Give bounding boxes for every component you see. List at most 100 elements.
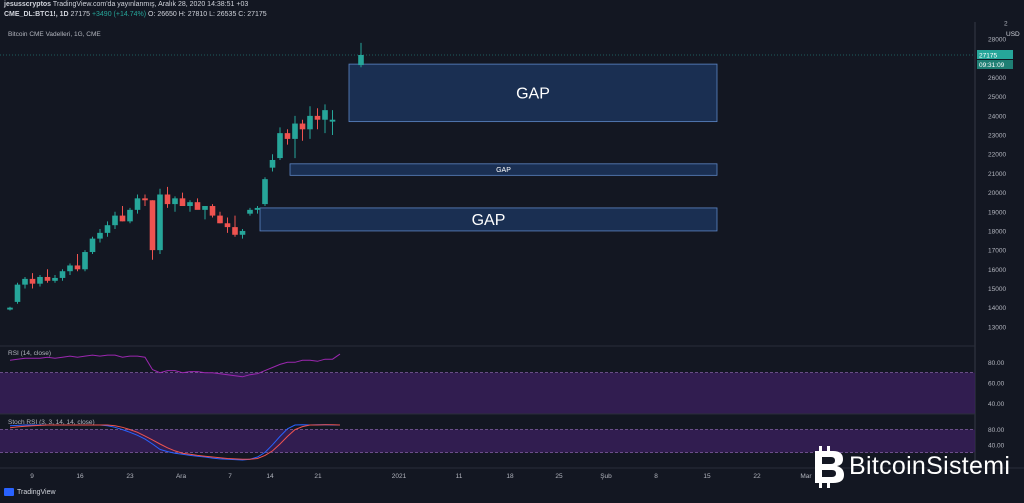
candle: [7, 307, 13, 310]
price-tick-label: 16000: [988, 267, 1006, 274]
tradingview-logo[interactable]: TradingView: [4, 488, 56, 496]
time-tick-label: Mar: [800, 473, 812, 480]
stoch-rsi-label: Stoch RSI (3, 3, 14, 14, close): [8, 419, 95, 426]
time-tick-label: 7: [228, 473, 232, 480]
publish-info: TradingView.com'da yayınlanmış, Aralık 2…: [52, 1, 249, 8]
rsi-tick-label: 60.00: [988, 381, 1005, 388]
gap-box: [289, 163, 718, 176]
symbol-label: CME_DL:BTC1!, 1D: [4, 11, 69, 18]
price-tick-label: 15000: [988, 286, 1006, 293]
gap-box: [348, 63, 718, 123]
gap-box: [259, 207, 718, 232]
candle: [119, 215, 126, 222]
time-tick-label: 9: [30, 473, 34, 480]
price-tick-label: 18000: [988, 228, 1006, 235]
candle: [299, 123, 306, 130]
stoch-d-line: [9, 424, 341, 460]
time-tick-label: 2021: [392, 473, 407, 480]
candle: [202, 206, 208, 210]
countdown-label: 09:31:09: [979, 62, 1005, 69]
candle: [59, 271, 66, 278]
time-tick-label: 22: [753, 473, 761, 480]
stoch-tick-label: 40.00: [988, 442, 1005, 449]
candle: [97, 232, 103, 239]
gap-label: GAP: [496, 167, 511, 174]
candle: [292, 123, 298, 139]
author-name: jesusscryptos: [4, 1, 52, 8]
candle: [104, 225, 111, 233]
candle: [112, 215, 118, 226]
price-axis: [975, 22, 1024, 468]
time-tick-label: 25: [555, 473, 563, 480]
publish-line: jesusscryptos TradingView.com'da yayınla…: [4, 1, 248, 8]
price-tick-label: 19000: [988, 209, 1006, 216]
candle: [52, 277, 58, 281]
price-tick-label: 22000: [988, 152, 1006, 159]
time-tick-label: Şub: [600, 473, 612, 480]
time-tick-label: 8: [654, 473, 658, 480]
price-value: 27175: [70, 11, 90, 18]
candle: [239, 230, 246, 235]
candle: [82, 252, 88, 270]
time-tick-label: Ara: [176, 473, 187, 480]
countdown-badge: [977, 59, 1013, 69]
candle: [67, 265, 73, 272]
candle: [157, 194, 163, 251]
rsi-label: RSI (14, close): [8, 350, 51, 357]
last-price-badge: [977, 49, 1013, 59]
candle: [187, 202, 193, 207]
rsi-band: [0, 372, 975, 414]
time-tick-label: 23: [126, 473, 134, 480]
candle: [127, 209, 133, 222]
candle: [329, 119, 336, 122]
price-tick-label: 17000: [988, 248, 1006, 255]
price-tick-label: 25000: [988, 94, 1006, 101]
rsi-line: [9, 353, 341, 378]
chart-header: jesusscryptos TradingView.com'da yayınla…: [0, 0, 1024, 22]
gap-label: GAP: [472, 212, 506, 229]
time-tick-label: 15: [703, 473, 711, 480]
bitcoin-logo-icon: [815, 446, 844, 488]
candle: [209, 206, 216, 216]
time-tick-label: 16: [76, 473, 84, 480]
chart-title: Bitcoin CME Vadelleri, 1G, CME: [8, 31, 101, 38]
ohlc-values: O: 26650 H: 27810 L: 26535 C: 27175: [148, 11, 267, 18]
rsi-tick-label: 80.00: [988, 360, 1005, 367]
rsi-tick-label: 40.00: [988, 401, 1005, 408]
candle: [179, 198, 186, 207]
candle: [172, 198, 178, 205]
candle: [307, 115, 313, 130]
candle: [254, 207, 261, 210]
candle: [44, 276, 51, 281]
price-tick-label: 28000: [988, 37, 1006, 44]
candle: [217, 215, 223, 224]
stoch-tick-label: 80.00: [988, 427, 1005, 434]
time-tick-label: 11: [456, 473, 463, 480]
candle: [284, 133, 291, 139]
price-tick-label: 26000: [988, 75, 1006, 82]
bitcoinsistemi-watermark: BitcoinSistemi: [811, 444, 1021, 494]
price-tick-label: 14000: [988, 305, 1006, 312]
candle: [149, 200, 156, 251]
price-tick-label: 20000: [988, 190, 1006, 197]
candle: [22, 278, 28, 285]
candle: [74, 265, 81, 270]
time-tick-label: 21: [314, 473, 322, 480]
candle: [262, 179, 268, 205]
candle: [269, 159, 276, 168]
stoch-band: [0, 429, 975, 453]
gap-label: GAP: [516, 86, 550, 103]
price-tick-label: 24000: [988, 113, 1006, 120]
candle: [29, 278, 36, 284]
tradingview-label: TradingView: [17, 488, 56, 496]
candle: [314, 115, 321, 120]
candle: [134, 198, 141, 210]
candle: [37, 276, 43, 284]
candle: [14, 284, 21, 302]
candle: [232, 227, 238, 235]
candle: [194, 202, 201, 210]
candle: [247, 209, 253, 214]
last-price-label: 27175: [979, 52, 997, 59]
price-tick-label: 2: [1004, 20, 1008, 27]
